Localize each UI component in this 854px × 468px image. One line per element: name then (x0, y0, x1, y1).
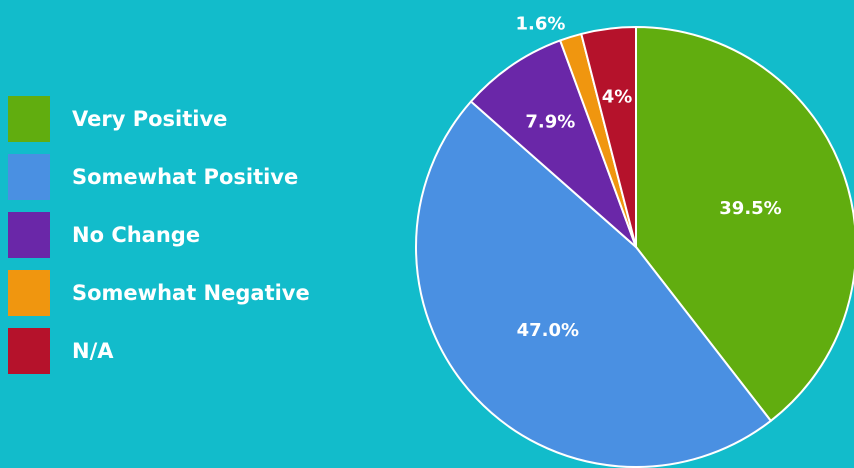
legend-label: Somewhat Positive (72, 165, 299, 189)
legend-swatch (8, 96, 50, 142)
pie-slice (469, 39, 637, 248)
pie-slice (635, 26, 854, 422)
slice-data-label: 1.6% (516, 14, 566, 35)
slice-data-label: 47.0% (517, 320, 579, 341)
legend-swatch (8, 154, 50, 200)
pie-slice (580, 26, 637, 248)
pie-slice (415, 100, 772, 468)
slice-data-label: 7.9% (525, 112, 575, 133)
legend-swatch (8, 270, 50, 316)
legend-swatch (8, 328, 50, 374)
legend-label: Very Positive (72, 107, 228, 131)
legend-item: No Change (8, 212, 368, 258)
legend-item: Very Positive (8, 96, 368, 142)
legend-item: Somewhat Positive (8, 154, 368, 200)
legend-swatch (8, 212, 50, 258)
legend-label: Somewhat Negative (72, 281, 310, 305)
legend-item: N/A (8, 328, 368, 374)
legend-item: Somewhat Negative (8, 270, 368, 316)
slice-data-label: 4% (602, 86, 633, 107)
legend-label: No Change (72, 223, 201, 247)
chart-legend: Very Positive Somewhat Positive No Change S… (8, 96, 368, 386)
legend-label: N/A (72, 339, 114, 363)
slice-data-label: 39.5% (719, 198, 781, 219)
